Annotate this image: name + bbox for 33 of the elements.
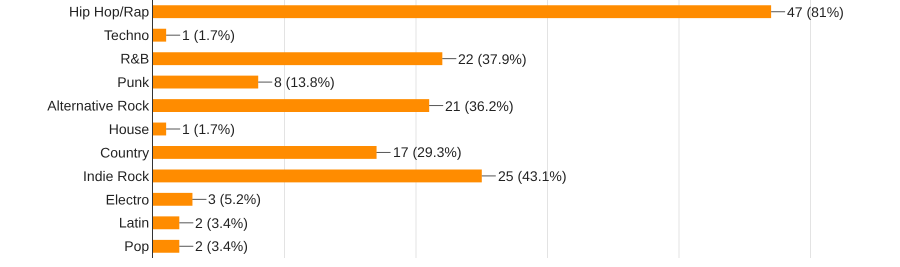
data-label: 3 (5.2%) xyxy=(208,191,261,207)
data-label: 8 (13.8%) xyxy=(274,74,335,90)
data-label: 1 (1.7%) xyxy=(182,27,235,43)
bar xyxy=(153,240,180,253)
bar xyxy=(153,216,180,230)
data-label: 2 (3.4%) xyxy=(195,238,248,254)
y-tick-label: Latin xyxy=(118,214,150,231)
y-tick-label: House xyxy=(108,120,150,137)
bar xyxy=(153,99,430,112)
bar xyxy=(153,146,377,159)
data-label: 2 (3.4%) xyxy=(195,215,248,231)
y-tick-label: Country xyxy=(100,144,150,160)
y-tick-label: R&B xyxy=(120,50,150,67)
data-label: 22 (37.9%) xyxy=(458,51,526,67)
data-label: 17 (29.3%) xyxy=(393,144,462,160)
data-label: 47 (81%) xyxy=(787,4,844,20)
data-label: 25 (43.1%) xyxy=(498,168,566,184)
data-label: 21 (36.2%) xyxy=(445,98,514,114)
bar xyxy=(153,169,482,182)
y-tick-label: Electro xyxy=(106,191,150,208)
y-tick-label: Techno xyxy=(104,27,150,44)
y-tick-label: Alternative Rock xyxy=(47,97,150,114)
bar xyxy=(153,28,166,42)
bar xyxy=(153,5,772,18)
bar xyxy=(153,52,442,66)
bar xyxy=(153,122,166,136)
data-label: 1 (1.7%) xyxy=(182,121,235,137)
y-tick-label: Pop xyxy=(124,238,150,254)
y-tick-label: Indie Rock xyxy=(83,168,150,184)
y-tick-label: Punk xyxy=(117,74,150,90)
y-tick-label: Hip Hop/Rap xyxy=(69,4,150,20)
bar xyxy=(153,76,258,89)
bar xyxy=(153,192,192,206)
